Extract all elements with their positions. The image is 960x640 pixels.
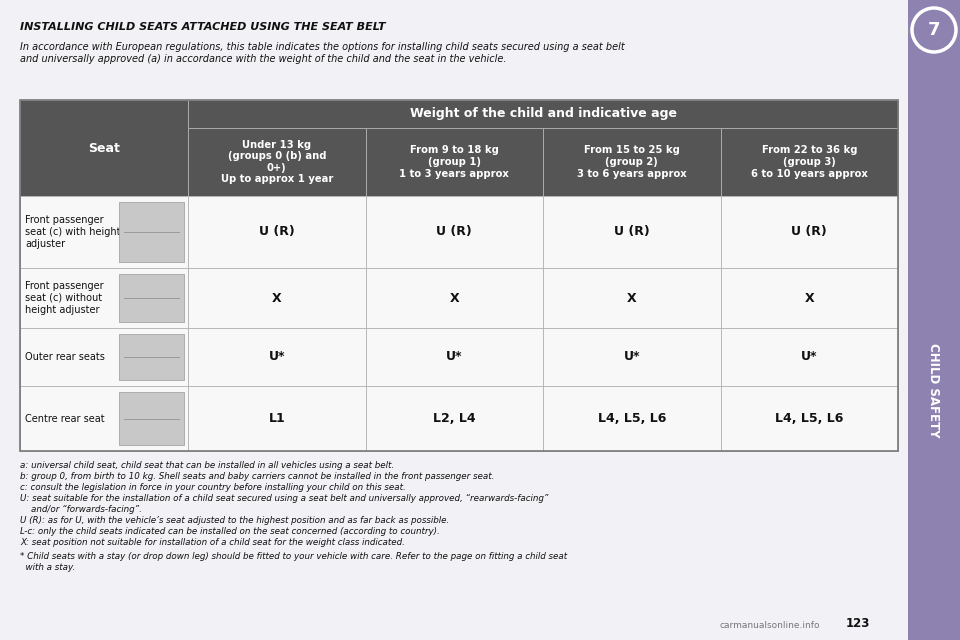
Text: a: universal child seat, child seat that can be installed in all vehicles using : a: universal child seat, child seat that…: [20, 461, 395, 470]
Text: U (R): as for U, with the vehicle’s seat adjusted to the highest position and as: U (R): as for U, with the vehicle’s seat…: [20, 516, 449, 525]
FancyBboxPatch shape: [366, 328, 543, 386]
FancyBboxPatch shape: [721, 268, 898, 328]
Text: Front passenger
seat (c) with height
adjuster: Front passenger seat (c) with height adj…: [25, 216, 121, 248]
Text: U*: U*: [623, 351, 640, 364]
Text: c: consult the legislation in force in your country before installing your child: c: consult the legislation in force in y…: [20, 483, 406, 492]
Text: From 15 to 25 kg
(group 2)
3 to 6 years approx: From 15 to 25 kg (group 2) 3 to 6 years …: [577, 145, 686, 179]
FancyBboxPatch shape: [366, 128, 543, 196]
Text: L-c: only the child seats indicated can be installed on the seat concerned (acco: L-c: only the child seats indicated can …: [20, 527, 440, 536]
FancyBboxPatch shape: [0, 0, 908, 640]
Text: In accordance with European regulations, this table indicates the options for in: In accordance with European regulations,…: [20, 42, 625, 63]
FancyBboxPatch shape: [20, 268, 188, 328]
Text: U: seat suitable for the installation of a child seat secured using a seat belt : U: seat suitable for the installation of…: [20, 494, 548, 503]
Text: * Child seats with a stay (or drop down leg) should be fitted to your vehicle wi: * Child seats with a stay (or drop down …: [20, 552, 567, 561]
Text: X: X: [627, 291, 636, 305]
Text: X: X: [804, 291, 814, 305]
FancyBboxPatch shape: [543, 128, 721, 196]
FancyBboxPatch shape: [543, 328, 721, 386]
FancyBboxPatch shape: [721, 196, 898, 268]
FancyBboxPatch shape: [366, 268, 543, 328]
Text: U (R): U (R): [259, 225, 295, 239]
Text: From 22 to 36 kg
(group 3)
6 to 10 years approx: From 22 to 36 kg (group 3) 6 to 10 years…: [751, 145, 868, 179]
FancyBboxPatch shape: [20, 386, 188, 451]
FancyBboxPatch shape: [543, 268, 721, 328]
Text: Weight of the child and indicative age: Weight of the child and indicative age: [410, 108, 677, 120]
Text: L4, L5, L6: L4, L5, L6: [775, 412, 844, 425]
FancyBboxPatch shape: [20, 196, 188, 268]
FancyBboxPatch shape: [543, 386, 721, 451]
Text: U (R): U (R): [613, 225, 650, 239]
Text: U (R): U (R): [791, 225, 828, 239]
FancyBboxPatch shape: [119, 334, 184, 380]
Text: X: X: [449, 291, 459, 305]
FancyBboxPatch shape: [188, 196, 366, 268]
Text: L1: L1: [269, 412, 285, 425]
FancyBboxPatch shape: [188, 386, 366, 451]
Text: L4, L5, L6: L4, L5, L6: [597, 412, 666, 425]
Text: Seat: Seat: [88, 141, 120, 154]
Text: Centre rear seat: Centre rear seat: [25, 413, 105, 424]
Text: carmanualsonline.info: carmanualsonline.info: [720, 621, 821, 630]
Text: U*: U*: [801, 351, 818, 364]
Text: INSTALLING CHILD SEATS ATTACHED USING THE SEAT BELT: INSTALLING CHILD SEATS ATTACHED USING TH…: [20, 22, 386, 32]
FancyBboxPatch shape: [721, 328, 898, 386]
FancyBboxPatch shape: [366, 386, 543, 451]
FancyBboxPatch shape: [366, 196, 543, 268]
Text: U*: U*: [446, 351, 463, 364]
Text: Front passenger
seat (c) without
height adjuster: Front passenger seat (c) without height …: [25, 282, 104, 315]
FancyBboxPatch shape: [188, 328, 366, 386]
Text: U (R): U (R): [437, 225, 472, 239]
Text: and/or “forwards-facing”.: and/or “forwards-facing”.: [20, 505, 142, 514]
Text: Under 13 kg
(groups 0 (b) and
0+)
Up to approx 1 year: Under 13 kg (groups 0 (b) and 0+) Up to …: [221, 140, 333, 184]
Text: with a stay.: with a stay.: [20, 563, 75, 572]
FancyBboxPatch shape: [119, 274, 184, 322]
FancyBboxPatch shape: [20, 328, 188, 386]
Text: b: group 0, from birth to 10 kg. Shell seats and baby carriers cannot be install: b: group 0, from birth to 10 kg. Shell s…: [20, 472, 494, 481]
FancyBboxPatch shape: [908, 0, 960, 640]
FancyBboxPatch shape: [188, 268, 366, 328]
Text: From 9 to 18 kg
(group 1)
1 to 3 years approx: From 9 to 18 kg (group 1) 1 to 3 years a…: [399, 145, 509, 179]
Text: 7: 7: [927, 21, 940, 39]
FancyBboxPatch shape: [119, 392, 184, 445]
FancyBboxPatch shape: [721, 128, 898, 196]
Text: Outer rear seats: Outer rear seats: [25, 352, 105, 362]
FancyBboxPatch shape: [119, 202, 184, 262]
Text: 123: 123: [846, 617, 870, 630]
Text: CHILD SAFETY: CHILD SAFETY: [927, 343, 941, 437]
Circle shape: [912, 8, 956, 52]
FancyBboxPatch shape: [188, 100, 898, 128]
Text: U*: U*: [269, 351, 285, 364]
FancyBboxPatch shape: [721, 386, 898, 451]
Text: X: X: [272, 291, 281, 305]
FancyBboxPatch shape: [20, 100, 188, 196]
FancyBboxPatch shape: [543, 196, 721, 268]
FancyBboxPatch shape: [188, 128, 366, 196]
Text: L2, L4: L2, L4: [433, 412, 475, 425]
Text: X: seat position not suitable for installation of a child seat for the weight cl: X: seat position not suitable for instal…: [20, 538, 405, 547]
